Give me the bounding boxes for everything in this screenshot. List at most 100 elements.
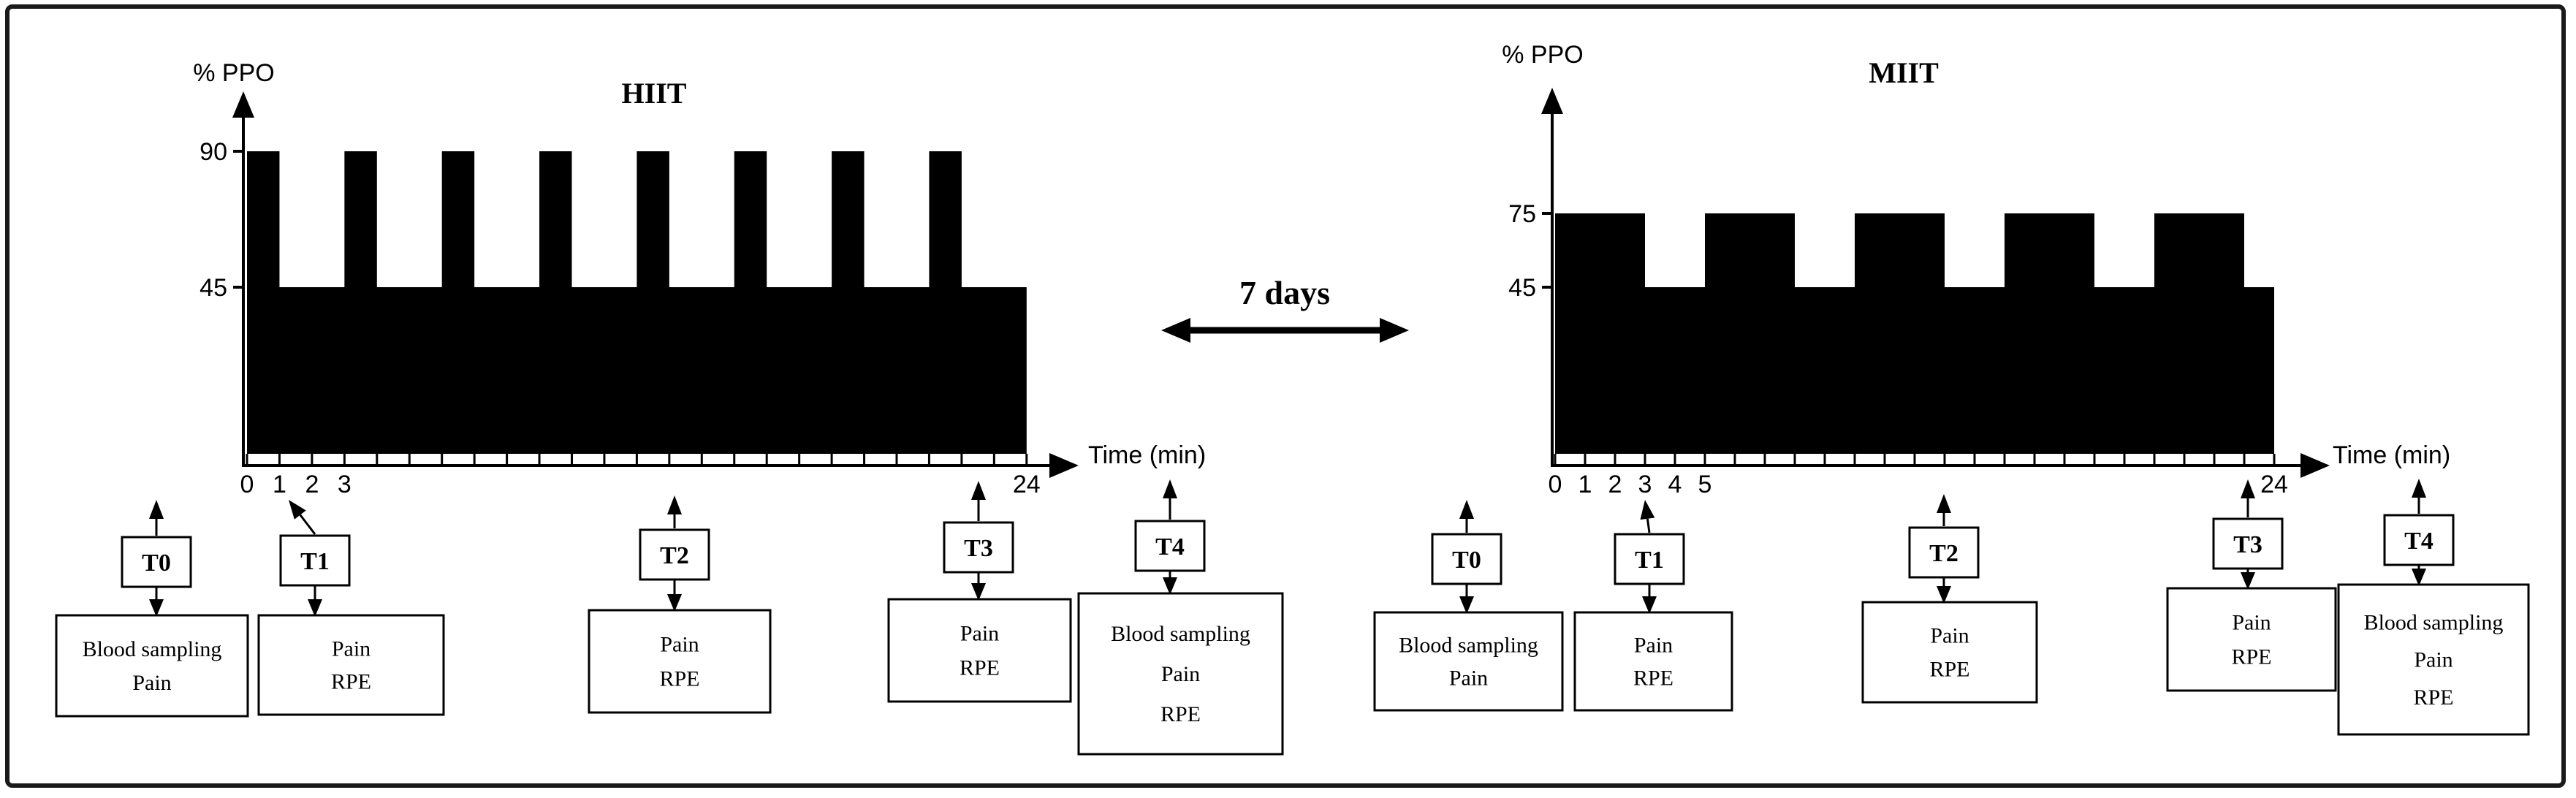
timepoint-up-arrow	[1937, 494, 1951, 526]
timepoint-box	[639, 528, 710, 581]
measures-box	[1077, 592, 1284, 756]
timepoint-up-arrow	[667, 495, 682, 528]
measures-box	[588, 609, 772, 714]
hiit-x-tick-label: 1	[273, 471, 286, 498]
timepoint-up-arrow	[1459, 500, 1474, 533]
measure-label: RPE	[1633, 666, 1673, 690]
hiit-timepoint-t4: T4 Blood sampling Pain RPE	[1077, 479, 1284, 756]
measure-label: Pain	[332, 636, 371, 661]
timepoint-up-arrow-head	[2412, 479, 2426, 498]
timepoint-up-arrow-head	[667, 495, 682, 514]
timepoint-box	[1614, 533, 1685, 585]
timepoint-down-arrow-head	[149, 599, 164, 617]
hiit-y-axis-head	[232, 91, 254, 118]
measure-label: Pain	[1161, 662, 1200, 686]
miit-y-tick-label: 45	[1508, 274, 1536, 302]
timepoint-up-arrow-head	[149, 500, 164, 519]
measure-label: Pain	[1930, 624, 1969, 648]
miit-y-axis-head	[1541, 88, 1563, 114]
measures-box	[887, 598, 1072, 703]
timepoint-up-arrow-head	[1640, 500, 1655, 520]
measure-label: Pain	[1449, 666, 1488, 690]
timepoint-down-arrow-head	[2241, 572, 2255, 590]
measures-box	[1373, 611, 1564, 712]
hiit-y-axis	[232, 91, 254, 466]
miit-timepoint-t1: T1 Pain RPE	[1573, 500, 1733, 712]
hiit-x-tick-label: 3	[338, 471, 352, 498]
timepoint-label: T3	[2233, 531, 2262, 558]
timepoint-down-arrow	[2412, 565, 2426, 586]
timepoint-up-arrow	[2241, 479, 2255, 517]
hiit-x-tick-label: 0	[240, 471, 254, 498]
hiit-chart: 90 45 0 1 2 3 24	[200, 91, 1079, 498]
hiit-y-tick-label: 45	[200, 274, 227, 302]
timepoint-label: T4	[2404, 528, 2433, 555]
measures-box	[2166, 587, 2337, 692]
figure-border	[5, 4, 2566, 788]
miit-x-tick-label: 3	[1638, 471, 1652, 498]
measures-box	[55, 614, 249, 718]
washout-duration-label: 7 days	[1239, 274, 1330, 311]
hiit-title: HIIT	[622, 77, 687, 110]
timepoint-down-arrow	[1937, 577, 1951, 604]
hiit-x-tick-label: 24	[1013, 471, 1041, 498]
timepoint-up-arrow-head	[2241, 479, 2255, 498]
miit-x-axis	[1551, 453, 2330, 478]
hiit-intensity-profile	[247, 151, 1027, 454]
measures-box	[1861, 601, 2038, 704]
timepoint-up-arrow	[971, 481, 986, 521]
timepoint-up-arrow-head	[971, 481, 986, 500]
measure-label: RPE	[659, 666, 699, 691]
hiit-timepoint-t3: T3 Pain RPE	[887, 481, 1072, 703]
measure-label: RPE	[960, 656, 1000, 680]
timepoint-box	[2383, 514, 2455, 566]
timepoint-down-arrow	[1163, 571, 1177, 595]
miit-timepoint-t0: T0 Blood sampling Pain	[1373, 500, 1564, 712]
timepoint-down-arrow-head	[1937, 586, 1951, 604]
timepoint-label: T3	[964, 535, 993, 562]
hiit-x-axis-head	[1049, 453, 1079, 478]
miit-title: MIIT	[1869, 56, 1939, 89]
timepoint-label: T4	[1155, 533, 1185, 560]
timepoint-down-arrow-head	[971, 583, 986, 601]
timepoint-up-arrow-shaft	[1646, 518, 1651, 533]
timepoint-down-arrow	[1642, 584, 1657, 614]
hiit-y-tick-label: 90	[200, 138, 227, 166]
timepoint-up-arrow	[149, 500, 164, 536]
timepoint-down-arrow	[971, 572, 986, 601]
timepoint-up-arrow	[289, 500, 316, 535]
timepoint-label: T0	[142, 550, 171, 577]
hiit-timepoint-t1: T1 Pain RPE	[257, 500, 445, 716]
timepoint-label: T1	[1635, 547, 1664, 574]
measure-label: Pain	[660, 633, 699, 657]
washout-arrow-left	[1161, 318, 1285, 343]
measure-label: Pain	[132, 671, 171, 695]
timepoint-box	[1134, 520, 1206, 572]
miit-x-tick-label: 4	[1668, 471, 1682, 498]
timepoint-up-arrow-head	[1459, 500, 1474, 519]
washout-arrow-left-head	[1161, 318, 1190, 343]
miit-y-axis	[1541, 88, 1563, 466]
hiit-y-axis-title: % PPO	[193, 59, 274, 87]
miit-timepoint-t4: T4 Blood sampling Pain RPE	[2337, 479, 2530, 736]
measure-label: RPE	[2413, 685, 2453, 710]
measure-label: Blood sampling	[1111, 622, 1250, 646]
measure-label: Pain	[2414, 648, 2452, 672]
timepoint-up-arrow-shaft	[299, 514, 316, 535]
measure-label: Blood sampling	[2364, 610, 2504, 634]
timepoint-label: T0	[1452, 547, 1481, 574]
timepoint-down-arrow-head	[2412, 569, 2426, 586]
timepoint-up-arrow-head	[289, 500, 306, 520]
measure-label: RPE	[2231, 645, 2271, 669]
measure-label: RPE	[1160, 702, 1201, 726]
miit-x-axis-title: Time (min)	[2333, 441, 2450, 469]
measure-label: Pain	[2232, 611, 2271, 635]
miit-x-tick-label: 5	[1698, 471, 1712, 498]
hiit-x-tick-label: 2	[305, 471, 319, 498]
hiit-timepoint-t0: T0 Blood sampling Pain	[55, 500, 249, 718]
miit-timepoint-t2: T2 Pain RPE	[1861, 494, 2038, 704]
timepoint-down-arrow	[1459, 584, 1474, 614]
miit-x-axis-head	[2300, 453, 2330, 478]
